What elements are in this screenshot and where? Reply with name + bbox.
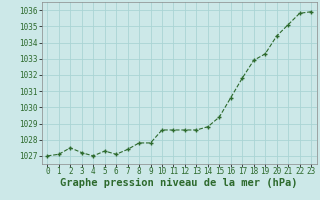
X-axis label: Graphe pression niveau de la mer (hPa): Graphe pression niveau de la mer (hPa) [60, 178, 298, 188]
